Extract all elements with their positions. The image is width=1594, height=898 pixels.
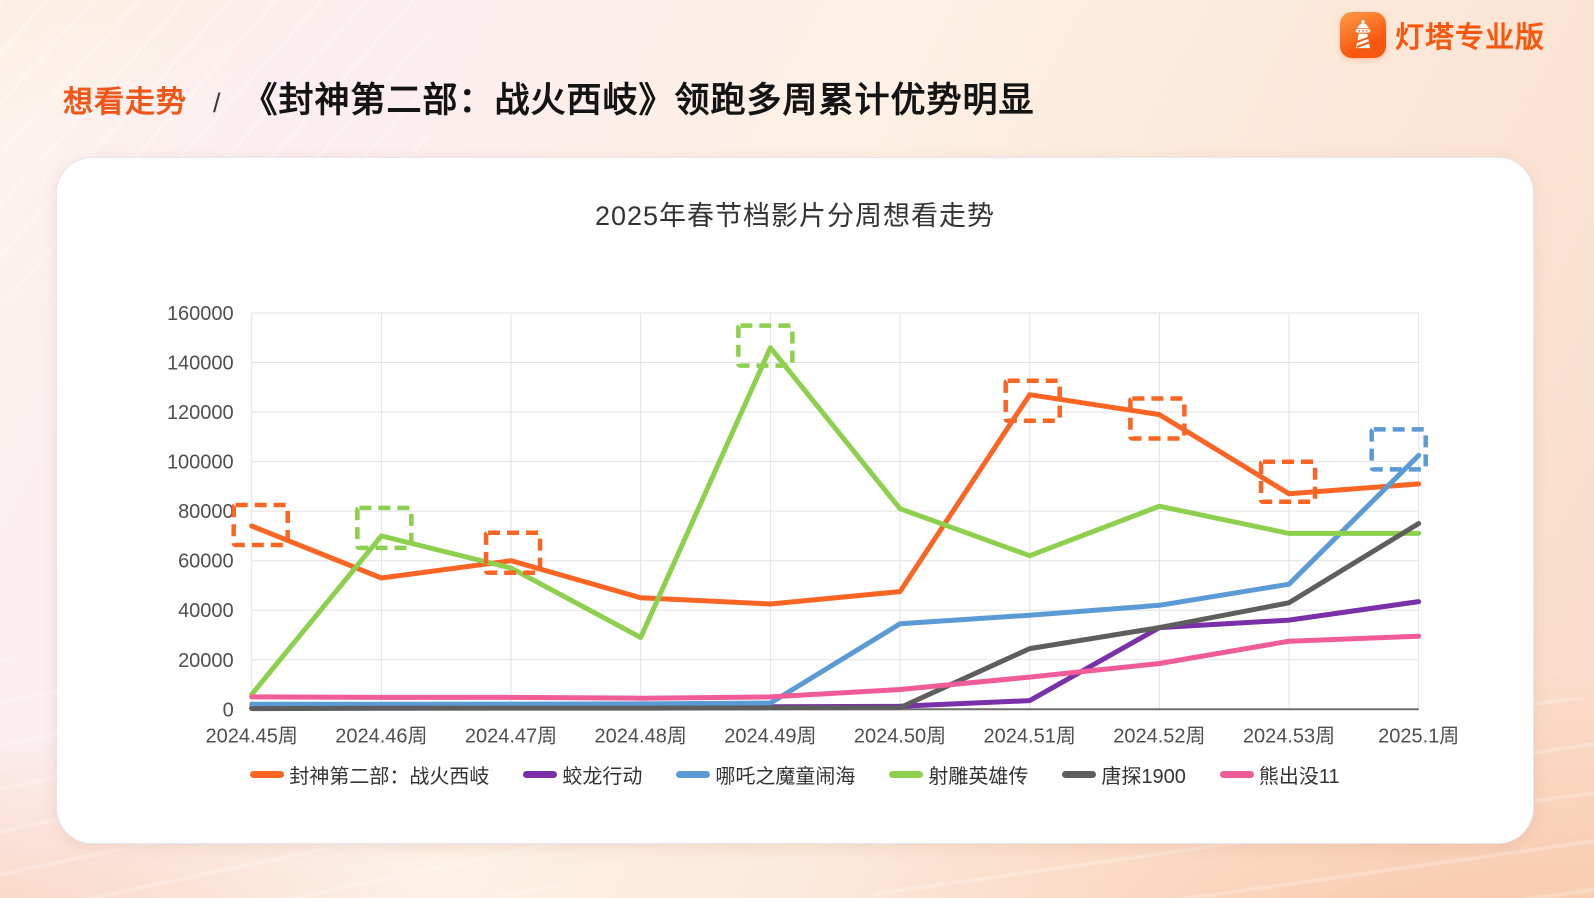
legend-item[interactable]: 熊出没11	[1219, 760, 1340, 789]
y-axis-label: 80000	[178, 501, 234, 523]
y-axis-label: 0	[223, 699, 234, 721]
legend-swatch	[523, 771, 558, 778]
series-line	[249, 345, 1422, 697]
y-axis-label: 160000	[167, 303, 234, 325]
legend-item[interactable]: 封神第二部：战火西岐	[250, 760, 489, 789]
x-axis-label: 2024.51周	[984, 725, 1076, 747]
highlight-box	[736, 323, 795, 368]
brand-logo[interactable]: 灯塔专业版	[1339, 12, 1545, 58]
legend-item[interactable]: 射雕英雄传	[889, 760, 1028, 789]
y-axis-label: 40000	[178, 600, 234, 622]
legend-item[interactable]: 哪吒之魔童闹海	[676, 760, 855, 789]
legend-label: 熊出没11	[1258, 766, 1340, 788]
legend-swatch	[250, 771, 285, 778]
y-axis-label: 100000	[167, 452, 234, 474]
page-header: 想看走势 / 《封神第二部：战火西岐》领跑多周累计优势明显	[63, 72, 1035, 123]
breadcrumb-separator: /	[213, 88, 221, 118]
y-axis-label: 60000	[178, 551, 234, 573]
y-axis-label: 120000	[167, 402, 234, 424]
x-axis-label: 2024.53周	[1243, 725, 1335, 747]
page-title: 《封神第二部：战火西岐》领跑多周累计优势明显	[242, 81, 1035, 120]
highlight-box	[1003, 378, 1062, 423]
legend-swatch	[889, 771, 924, 778]
breadcrumb[interactable]: 想看走势	[63, 86, 187, 119]
legend-label: 封神第二部：战火西岐	[289, 766, 490, 788]
highlight-box	[1369, 427, 1428, 472]
legend-swatch	[1219, 771, 1254, 778]
x-axis-label: 2024.50周	[854, 725, 946, 747]
highlight-box	[1128, 396, 1187, 441]
lighthouse-icon	[1339, 12, 1386, 58]
legend-label: 射雕英雄传	[928, 766, 1029, 788]
legend-label: 蛟龙行动	[562, 766, 643, 788]
legend-label: 唐探1900	[1101, 766, 1186, 788]
legend-item[interactable]: 蛟龙行动	[523, 760, 642, 789]
x-axis-label: 2024.46周	[335, 725, 427, 747]
x-axis-label: 2024.52周	[1113, 725, 1205, 747]
y-axis-label: 20000	[178, 650, 234, 672]
x-axis-label: 2024.49周	[724, 725, 816, 747]
legend-swatch	[676, 771, 711, 778]
highlight-box	[231, 502, 290, 548]
series-line	[249, 392, 1422, 607]
x-axis-label: 2024.48周	[595, 725, 687, 747]
series-line	[249, 452, 1422, 707]
y-axis-label: 140000	[167, 353, 234, 375]
x-axis-label: 2025.1周	[1378, 725, 1459, 747]
series-line	[249, 633, 1422, 701]
chart-legend: 封神第二部：战火西岐 蛟龙行动 哪吒之魔童闹海 射雕英雄传 唐探1900 熊出没11	[57, 760, 1533, 789]
highlight-box	[1258, 459, 1318, 505]
highlight-box	[483, 530, 543, 575]
series-line	[249, 521, 1422, 712]
line-chart: 0 20000 40000 60000 80000 100000 120000 140000 1…	[167, 303, 1459, 747]
chart-title: 2025年春节档影片分周想看走势	[594, 201, 996, 231]
brand-name: 灯塔专业版	[1394, 22, 1545, 54]
legend-item[interactable]: 唐探1900	[1062, 760, 1186, 789]
x-axis-label: 2024.45周	[206, 725, 298, 747]
legend-label: 哪吒之魔童闹海	[715, 766, 856, 788]
chart-card: 0 20000 40000 60000 80000 100000 120000 140000 1…	[56, 157, 1534, 844]
x-axis-label: 2024.47周	[465, 725, 557, 747]
highlight-box	[355, 505, 414, 551]
legend-swatch	[1062, 771, 1097, 778]
